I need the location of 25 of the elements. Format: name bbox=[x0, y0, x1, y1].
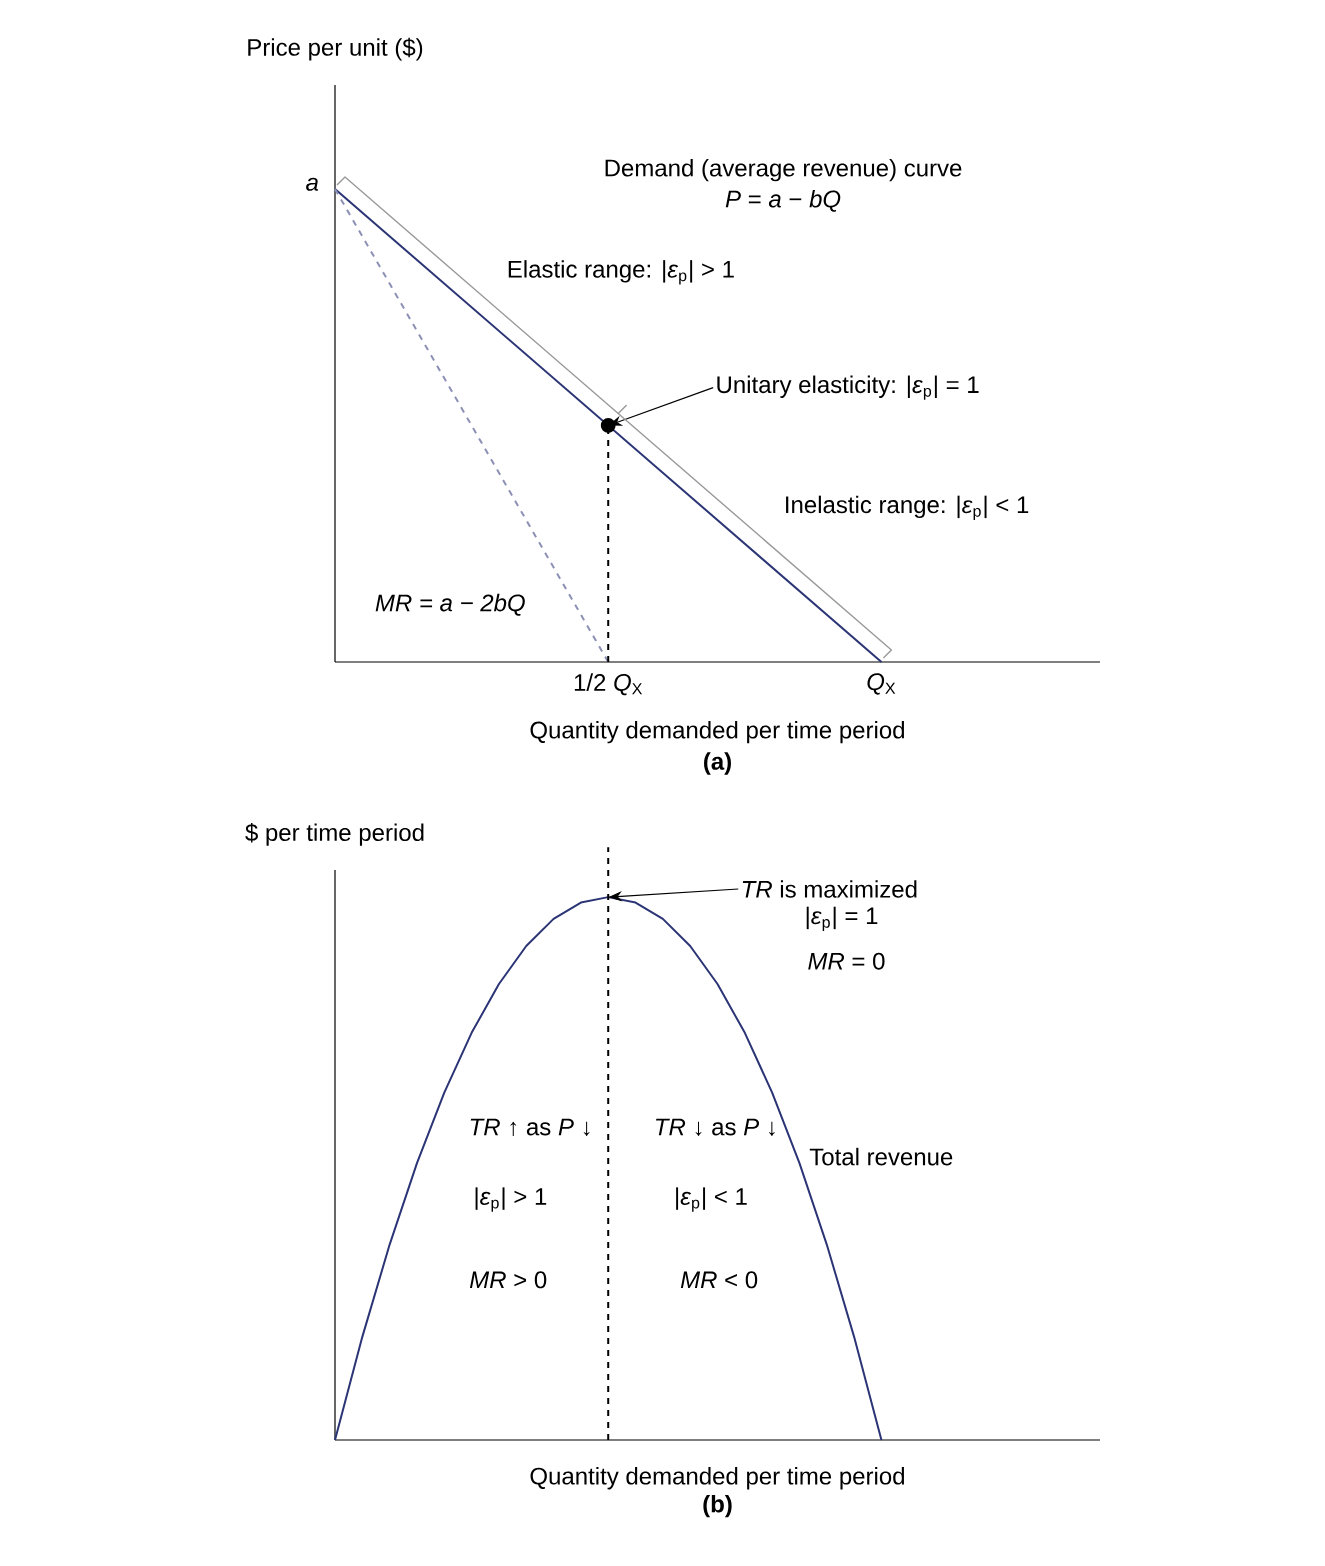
annotation: |ε$_{p}$| = 1 bbox=[806, 906, 878, 931]
annotation: Elastic range: |ε$_{p}$| > 1 bbox=[508, 260, 734, 285]
y-axis-title: Price per unit ($) bbox=[248, 37, 423, 61]
annotation: TR ↓ as P ↓ bbox=[656, 1118, 775, 1136]
x-axis-title: Quantity demanded per time period bbox=[530, 1467, 904, 1490]
annotation: MR < 0 bbox=[680, 1271, 758, 1289]
x-tick-label: Q$_{X}$ bbox=[867, 673, 896, 695]
series-label: Total revenue bbox=[809, 1147, 953, 1166]
annotation: Unitary elasticity: |ε$_{p}$| = 1 bbox=[717, 375, 979, 400]
text: Demand (average revenue) curve bbox=[605, 158, 962, 182]
annotation: TR is maximized bbox=[742, 880, 917, 898]
annotation: |ε$_{p}$| > 1 bbox=[475, 1187, 547, 1212]
annotation: TR ↑ as P ↓ bbox=[470, 1118, 590, 1136]
y-axis-title: $ per time period bbox=[245, 823, 424, 846]
annotation: MR = a − 2bQ bbox=[375, 593, 525, 616]
text: (b) bbox=[703, 1494, 732, 1518]
text: (a) bbox=[704, 752, 731, 775]
annotation: MR = 0 bbox=[808, 952, 885, 970]
annotation: Inelastic range: |ε$_{p}$| < 1 bbox=[786, 495, 1029, 520]
annotation: MR > 0 bbox=[469, 1271, 547, 1289]
annotation: P = a − bQ bbox=[725, 189, 841, 212]
x-axis-title: Quantity demanded per time period bbox=[530, 720, 904, 744]
annotation: |ε$_{p}$| < 1 bbox=[676, 1187, 747, 1212]
text: a bbox=[306, 177, 319, 191]
x-tick-label: 1/2 Q$_{X}$ bbox=[574, 673, 643, 696]
